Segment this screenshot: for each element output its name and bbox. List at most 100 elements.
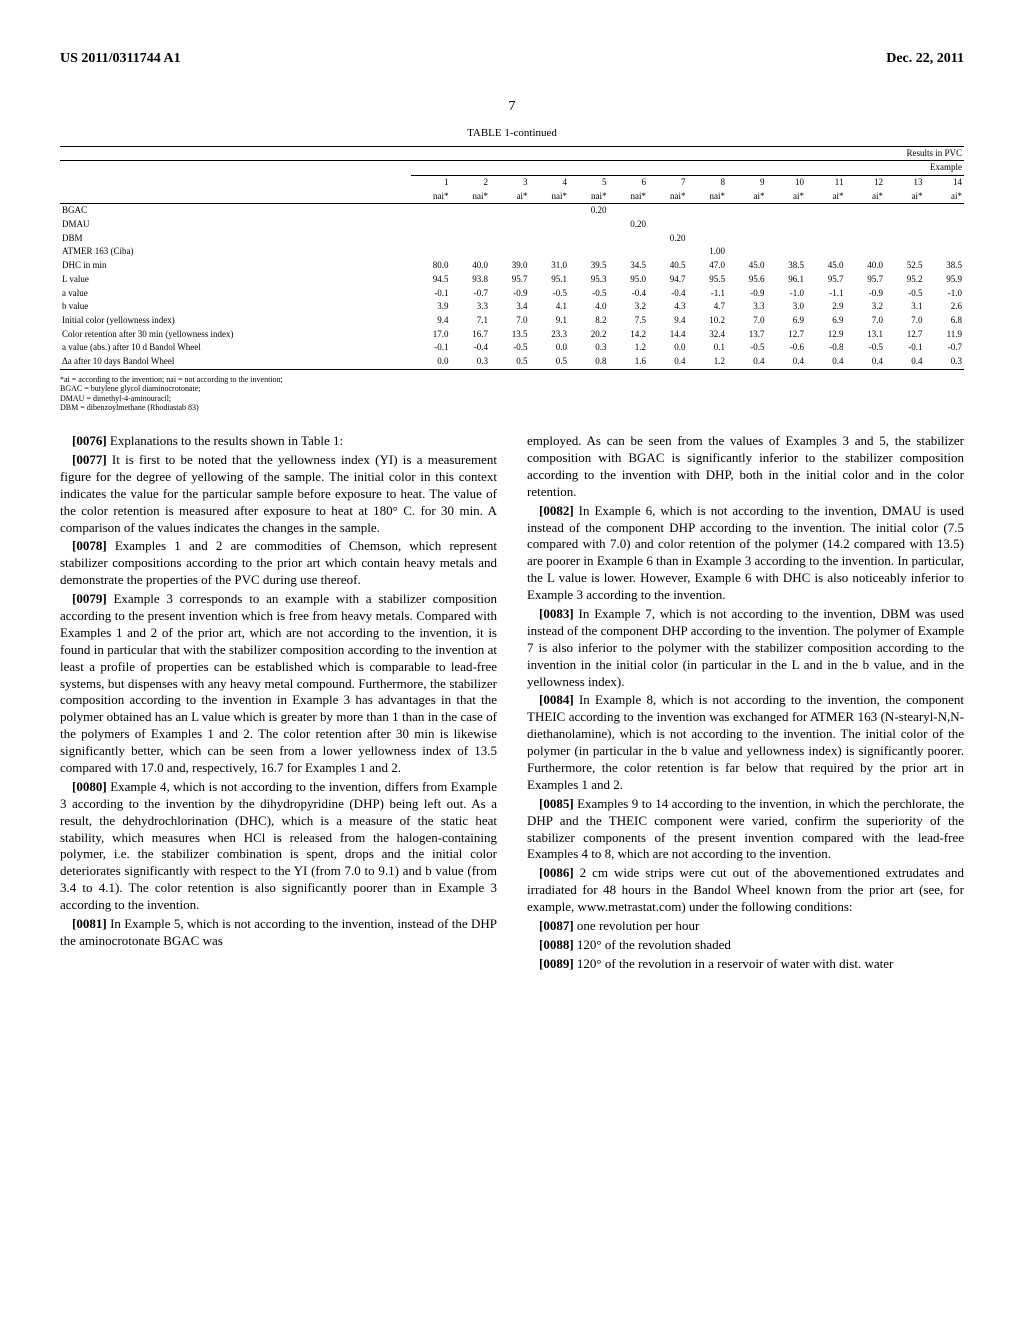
data-cell: -0.5 <box>727 341 767 355</box>
data-cell <box>411 245 451 259</box>
data-cell: 93.8 <box>450 273 490 287</box>
row-label: b value <box>60 300 411 314</box>
data-cell <box>885 218 925 232</box>
data-cell: 39.0 <box>490 259 530 273</box>
data-cell: 39.5 <box>569 259 609 273</box>
col-note: nai* <box>648 190 688 204</box>
para-num: [0081] <box>72 916 107 931</box>
data-cell: 12.9 <box>806 328 846 342</box>
data-cell: 95.3 <box>569 273 609 287</box>
data-cell <box>845 218 885 232</box>
data-cell: 1.00 <box>687 245 727 259</box>
results-table: Results in PVC Example 12345678910111213… <box>60 146 964 370</box>
data-cell: 4.1 <box>529 300 569 314</box>
para-text: Examples 9 to 14 according to the invent… <box>527 796 964 862</box>
data-cell: -0.5 <box>569 287 609 301</box>
list-item: [0087] one revolution per hour <box>527 918 964 935</box>
list-item: [0089] 120° of the revolution in a reser… <box>527 956 964 973</box>
para-num: [0087] <box>539 918 574 933</box>
data-cell: 95.2 <box>885 273 925 287</box>
page-number: 7 <box>60 98 964 116</box>
data-cell: 45.0 <box>806 259 846 273</box>
col-note: nai* <box>411 190 451 204</box>
data-cell <box>924 232 964 246</box>
data-cell: 7.0 <box>727 314 767 328</box>
col-num: 13 <box>885 176 925 190</box>
data-cell: 9.4 <box>648 314 688 328</box>
col-num: 10 <box>766 176 806 190</box>
col-note: ai* <box>766 190 806 204</box>
data-cell: 4.0 <box>569 300 609 314</box>
data-cell <box>529 218 569 232</box>
row-label: a value <box>60 287 411 301</box>
row-label: DHC in min <box>60 259 411 273</box>
data-cell: 14.4 <box>648 328 688 342</box>
data-cell: 0.4 <box>885 355 925 369</box>
col-num: 1 <box>411 176 451 190</box>
data-cell: 0.8 <box>569 355 609 369</box>
footnote-line: BGAC = butylene glycol diaminocrotonate; <box>60 384 964 394</box>
table-row: Color retention after 30 min (yellowness… <box>60 328 964 342</box>
data-cell <box>806 245 846 259</box>
data-cell <box>885 245 925 259</box>
data-cell <box>490 218 530 232</box>
data-cell <box>529 232 569 246</box>
col-note: ai* <box>845 190 885 204</box>
paragraph: [0077] It is first to be noted that the … <box>60 452 497 536</box>
body-text: [0076] Explanations to the results shown… <box>60 433 964 975</box>
data-cell <box>845 245 885 259</box>
para-text: Examples 1 and 2 are commodities of Chem… <box>60 538 497 587</box>
data-cell <box>450 245 490 259</box>
col-num: 4 <box>529 176 569 190</box>
data-cell <box>924 245 964 259</box>
data-cell: 10.2 <box>687 314 727 328</box>
data-cell: -0.5 <box>885 287 925 301</box>
data-cell: 47.0 <box>687 259 727 273</box>
paragraph: [0080] Example 4, which is not according… <box>60 779 497 914</box>
para-text: Example 3 corresponds to an example with… <box>60 591 497 775</box>
table-row: DBM0.20 <box>60 232 964 246</box>
data-cell <box>924 218 964 232</box>
data-cell <box>648 204 688 218</box>
paragraph-continuation: employed. As can be seen from the values… <box>527 433 964 501</box>
data-cell: -1.0 <box>766 287 806 301</box>
col-note: nai* <box>529 190 569 204</box>
data-cell <box>727 232 767 246</box>
data-cell: 13.7 <box>727 328 767 342</box>
example-header: Example <box>411 161 964 176</box>
data-cell: -0.4 <box>450 341 490 355</box>
table-row: a value (abs.) after 10 d Bandol Wheel -0… <box>60 341 964 355</box>
data-cell: 38.5 <box>924 259 964 273</box>
col-num: 8 <box>687 176 727 190</box>
table-row: BGAC0.20 <box>60 204 964 218</box>
data-cell: -0.9 <box>490 287 530 301</box>
data-cell: 0.4 <box>648 355 688 369</box>
para-text: Explanations to the results shown in Tab… <box>110 433 343 448</box>
data-cell: 0.3 <box>569 341 609 355</box>
col-note: ai* <box>490 190 530 204</box>
data-cell: 1.2 <box>687 355 727 369</box>
data-cell <box>885 204 925 218</box>
paragraph: [0081] In Example 5, which is not accord… <box>60 916 497 950</box>
data-cell: -0.7 <box>450 287 490 301</box>
row-label: L value <box>60 273 411 287</box>
data-cell <box>806 204 846 218</box>
data-cell <box>766 245 806 259</box>
data-cell: 0.4 <box>806 355 846 369</box>
para-text: In Example 6, which is not according to … <box>527 503 964 602</box>
row-label: a value (abs.) after 10 d Bandol Wheel <box>60 341 411 355</box>
table-row: L value94.593.895.795.195.395.094.795.59… <box>60 273 964 287</box>
paragraph: [0078] Examples 1 and 2 are commodities … <box>60 538 497 589</box>
col-note: nai* <box>608 190 648 204</box>
data-cell: 38.5 <box>766 259 806 273</box>
data-cell <box>411 204 451 218</box>
data-cell: 14.2 <box>608 328 648 342</box>
left-column: [0076] Explanations to the results shown… <box>60 433 497 975</box>
data-cell: 0.0 <box>529 341 569 355</box>
para-num: [0089] <box>539 956 574 971</box>
data-cell <box>806 232 846 246</box>
data-cell <box>569 218 609 232</box>
para-text: Example 4, which is not according to the… <box>60 779 497 912</box>
data-cell: -0.9 <box>727 287 767 301</box>
footnote-line: DBM = dibenzoylmethane (Rhodiastab 83) <box>60 403 964 413</box>
